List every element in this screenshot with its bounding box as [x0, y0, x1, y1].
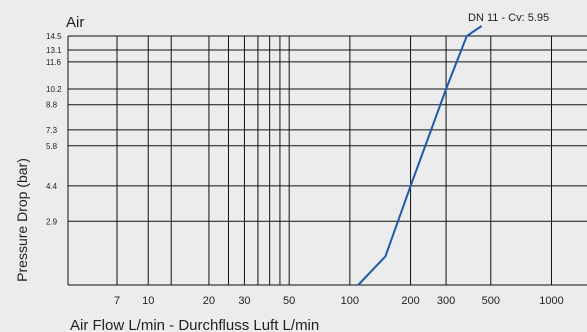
- y-tick-label: 2.9: [46, 217, 58, 226]
- y-tick-labels: 2.9 4.4 5.8 7.3 8.8 10.2 11.6 13.1 14.5: [46, 32, 62, 226]
- x-tick-label: 1000: [539, 295, 563, 307]
- plot-area: [68, 36, 587, 285]
- x-tick-label: 200: [401, 295, 419, 307]
- x-tick-label: 7: [114, 295, 120, 307]
- y-axis-label: Pressure Drop (bar): [14, 158, 30, 282]
- y-tick-label: 14.5: [46, 32, 62, 41]
- x-tick-label: 100: [341, 295, 359, 307]
- x-tick-label: 30: [238, 295, 250, 307]
- series-group: [357, 25, 483, 286]
- y-tick-label: 4.4: [46, 182, 58, 191]
- y-tick-label: 5.8: [46, 142, 58, 151]
- series-line-0: [357, 25, 483, 286]
- x-tick-label: 500: [482, 295, 500, 307]
- x-tick-label: 20: [203, 295, 215, 307]
- y-tick-label: 7.3: [46, 126, 58, 135]
- x-tick-label: 10: [142, 295, 154, 307]
- y-tick-label: 8.8: [46, 101, 58, 110]
- y-gridlines: [68, 35, 587, 222]
- x-tick-label: 300: [437, 295, 455, 307]
- series-label-dn11: DN 11 - Cv: 5.95: [468, 12, 549, 24]
- x-tick-labels: 7 10 20 30 50 100 200 300 500 1000: [114, 295, 564, 307]
- y-tick-label: 10.2: [46, 85, 62, 94]
- x-axis-label: Air Flow L/min - Durchfluss Luft L/min: [70, 317, 319, 332]
- x-tick-label: 50: [283, 295, 295, 307]
- chart-title: Air: [66, 14, 84, 31]
- y-tick-label: 13.1: [46, 46, 62, 55]
- y-tick-label: 11.6: [46, 58, 62, 67]
